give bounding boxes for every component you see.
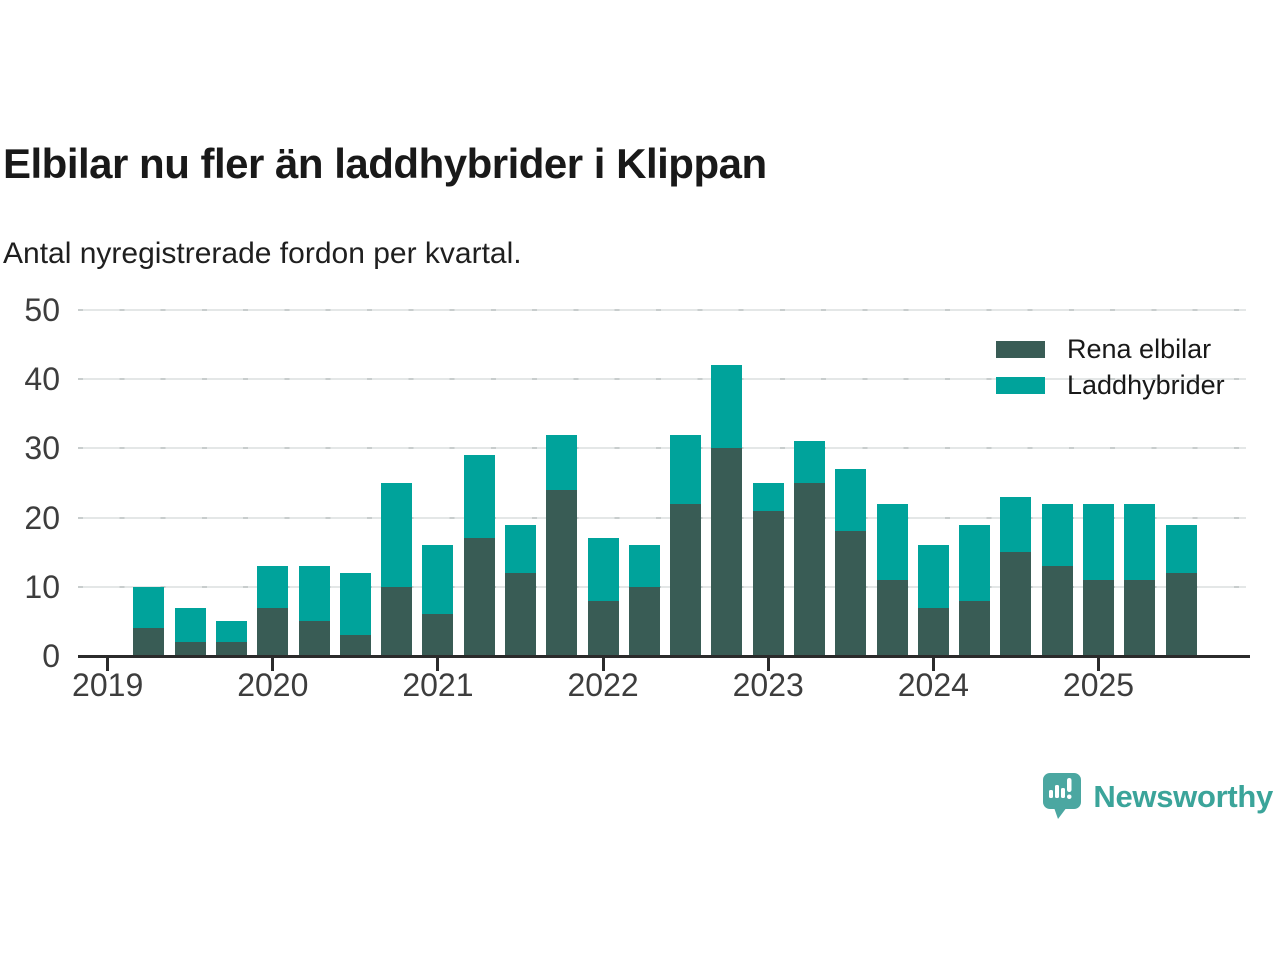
x-axis-tick-2020 [271, 657, 275, 671]
x-axis-line [78, 654, 1250, 658]
bar-segment-laddhybrider-2022-q1 [587, 538, 619, 601]
legend-swatch-laddhybrider [996, 377, 1045, 394]
x-axis-tick-2023 [766, 657, 770, 671]
bar-segment-rena-elbilar-2019-q3 [174, 642, 206, 656]
bar-segment-laddhybrider-2024-q2 [959, 524, 991, 601]
bar-segment-rena-elbilar-2025-q1 [1083, 579, 1114, 656]
bar-segment-rena-elbilar-2023-q3 [835, 531, 867, 656]
stacked-bar-chart: 0 10 20 30 40 50 2019 2020 2021 2022 2023 2024 2025 [24, 292, 1250, 703]
bar-segment-laddhybrider-2021-q3 [505, 524, 536, 573]
bar-segment-rena-elbilar-2022-q4 [711, 448, 743, 656]
x-axis-label: 2019 [72, 667, 144, 703]
bar-segment-laddhybrider-2025-q1 [1083, 503, 1114, 580]
bar-segment-rena-elbilar-2024-q2 [959, 600, 991, 656]
bar-segment-laddhybrider-2019-q2 [133, 586, 165, 629]
y-axis-label: 10 [24, 568, 60, 605]
x-axis-label: 2024 [897, 667, 969, 703]
bar-segment-rena-elbilar-2023-q1 [752, 510, 784, 656]
bar-segment-rena-elbilar-2021-q2 [463, 538, 495, 656]
bar-segment-laddhybrider-2023-q2 [794, 441, 825, 483]
bar-segment-rena-elbilar-2020-q2 [298, 621, 330, 656]
y-axis-label: 40 [24, 361, 60, 398]
gridline-y-20 [78, 516, 1246, 519]
bar-segment-laddhybrider-2022-q4 [711, 365, 743, 449]
bar-segment-laddhybrider-2024-q3 [1000, 496, 1032, 553]
newsworthy-wordmark: Newsworthy [1093, 779, 1273, 814]
x-axis-tick-2022 [601, 657, 605, 671]
bar-segment-rena-elbilar-2020-q1 [257, 607, 289, 656]
bar-segment-laddhybrider-2024-q1 [917, 545, 949, 608]
page-subtitle: Antal nyregistrerade fordon per kvartal. [3, 237, 522, 270]
legend-label: Laddhybrider [1067, 370, 1225, 400]
gridline-y-30 [78, 447, 1246, 450]
y-axis-label: 20 [24, 499, 60, 536]
x-axis-label: 2020 [237, 667, 309, 703]
y-axis-label: 50 [24, 292, 60, 328]
bar-segment-laddhybrider-2025-q3 [1165, 524, 1197, 573]
bar-segment-rena-elbilar-2023-q2 [794, 483, 825, 656]
bar-segment-rena-elbilar-2024-q4 [1041, 566, 1073, 656]
page-title: Elbilar nu fler än laddhybrider i Klippa… [3, 140, 767, 187]
legend-label: Rena elbilar [1067, 334, 1212, 364]
bar-segment-rena-elbilar-2022-q2 [628, 586, 660, 656]
x-axis-label: 2021 [402, 667, 474, 703]
x-axis-label: 2023 [732, 667, 804, 703]
bar-segment-laddhybrider-2020-q4 [381, 483, 413, 587]
bar-segment-rena-elbilar-2025-q3 [1165, 572, 1197, 656]
x-axis-tick-2021 [436, 657, 440, 671]
legend-swatch-rena-elbilar [996, 341, 1045, 358]
bar-segment-laddhybrider-2019-q4 [216, 621, 247, 643]
bar-segment-laddhybrider-2023-q3 [835, 469, 867, 532]
bar-segment-laddhybrider-2019-q3 [174, 607, 206, 643]
y-axis-label: 0 [42, 638, 60, 674]
bar-segment-rena-elbilar-2020-q4 [381, 586, 413, 656]
x-axis-tick-2019 [106, 657, 110, 671]
bar-segment-rena-elbilar-2023-q4 [876, 579, 908, 656]
bar-segment-laddhybrider-2023-q4 [876, 503, 908, 580]
bar-segment-laddhybrider-2022-q3 [670, 434, 702, 504]
x-axis-label: 2025 [1062, 667, 1135, 703]
bar-chart-speech-bubble-icon [1043, 773, 1082, 819]
bar-segment-rena-elbilar-2022-q3 [670, 503, 702, 656]
bar-segment-laddhybrider-2020-q3 [339, 572, 371, 636]
gridline-y-10 [78, 585, 1246, 588]
bar-segment-rena-elbilar-2021-q3 [505, 572, 536, 656]
bar-segment-rena-elbilar-2025-q2 [1124, 579, 1156, 656]
bar-segment-laddhybrider-2021-q2 [463, 455, 495, 539]
legend-item-rena-elbilar: Rena elbilar [996, 336, 1225, 363]
x-axis-tick-2024 [931, 657, 935, 671]
bar-segment-rena-elbilar-2024-q1 [917, 607, 949, 656]
newsworthy-branding: Newsworthy [1042, 772, 1273, 822]
bar-segment-laddhybrider-2025-q2 [1124, 503, 1156, 580]
bar-segment-laddhybrider-2021-q4 [546, 434, 578, 490]
legend-item-laddhybrider: Laddhybrider [996, 372, 1225, 399]
bar-segment-laddhybrider-2020-q1 [257, 566, 289, 608]
bar-segment-rena-elbilar-2021-q1 [422, 614, 454, 656]
gridline-y-50 [78, 309, 1246, 311]
bar-segment-rena-elbilar-2020-q3 [339, 635, 371, 656]
chart-legend: Rena elbilar Laddhybrider [996, 336, 1225, 413]
bar-segment-rena-elbilar-2019-q2 [133, 628, 165, 656]
x-axis-tick-2025 [1097, 657, 1100, 671]
gridline-y-40 [78, 378, 1246, 381]
x-axis-label: 2022 [567, 667, 639, 703]
bar-segment-rena-elbilar-2024-q3 [1000, 552, 1032, 656]
bar-segment-laddhybrider-2021-q1 [422, 545, 454, 615]
bar-segment-rena-elbilar-2021-q4 [546, 489, 578, 656]
bar-segment-laddhybrider-2024-q4 [1041, 503, 1073, 567]
bar-segment-rena-elbilar-2022-q1 [587, 600, 619, 656]
bar-segment-laddhybrider-2023-q1 [752, 483, 784, 511]
bar-segment-rena-elbilar-2019-q4 [216, 642, 247, 656]
y-axis-label: 30 [24, 430, 60, 467]
bar-segment-laddhybrider-2020-q2 [298, 566, 330, 622]
bar-segment-laddhybrider-2022-q2 [628, 545, 660, 587]
